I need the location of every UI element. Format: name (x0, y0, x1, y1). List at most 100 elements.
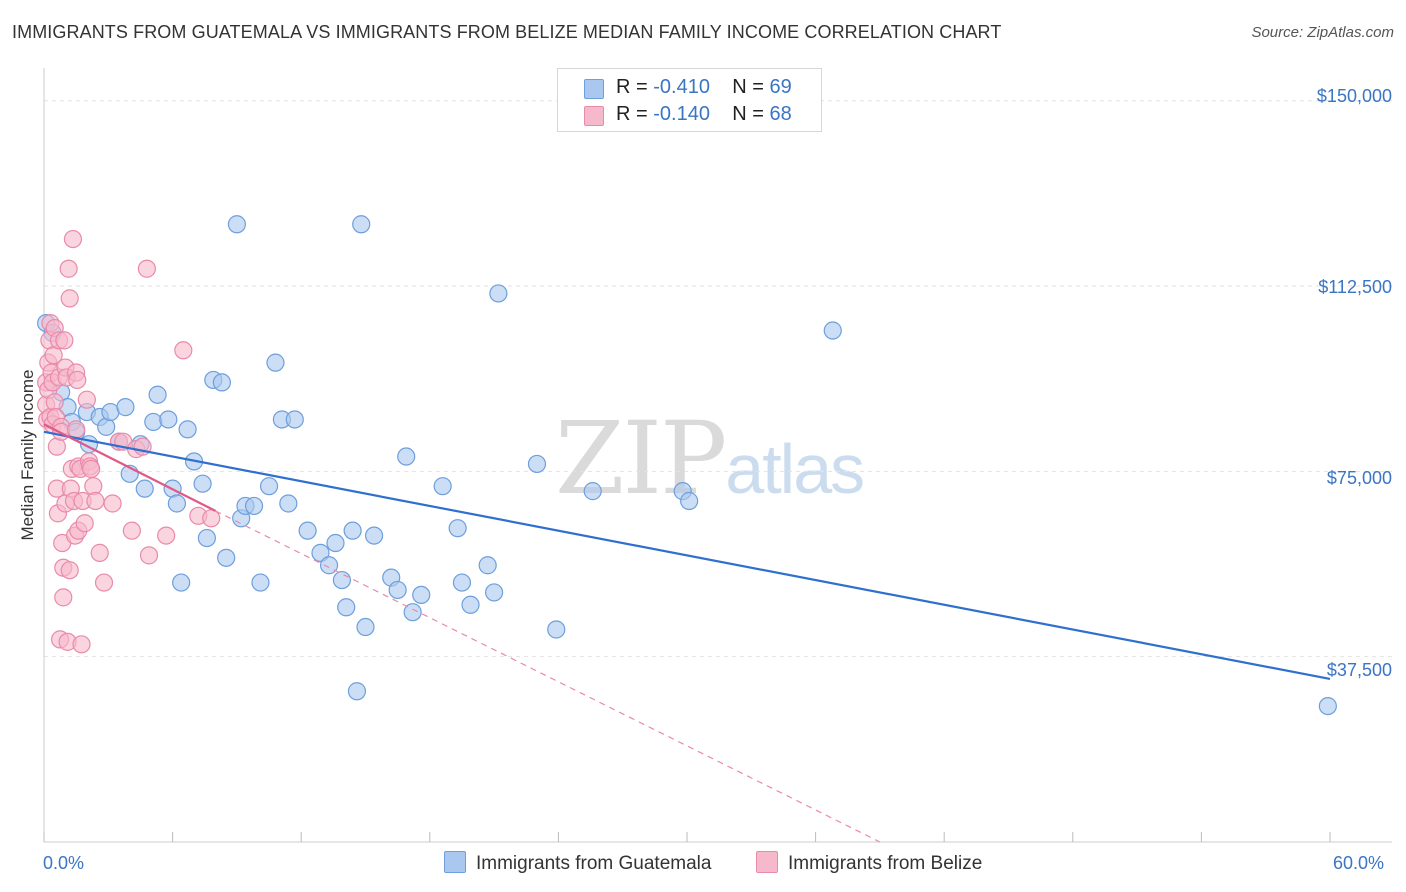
source-credit: Source: ZipAtlas.com (1251, 24, 1394, 41)
guatemala-point (337, 598, 356, 617)
belize-point (54, 588, 73, 607)
bottom-legend-swatch-guatemala (444, 851, 466, 873)
legend-n-value-guatemala: 69 (769, 76, 792, 98)
guatemala-point (452, 573, 472, 592)
guatemala-point (279, 494, 298, 513)
guatemala-point (266, 353, 285, 372)
belize-point (68, 370, 87, 390)
belize-point (174, 341, 193, 360)
y-tick-label-75000: $75,000 (1326, 468, 1392, 488)
legend-n-label: N = (732, 76, 764, 98)
guatemala-point (347, 682, 367, 701)
legend-n-value-belize: 68 (769, 103, 792, 125)
correlation-legend: R = -0.410 N = 69 R = -0.140 N = 68 (557, 68, 822, 132)
x-tick-label-max: 60.0% (1333, 853, 1385, 873)
guatemala-point (116, 398, 135, 417)
guatemala-point (403, 603, 422, 622)
y-tick-label-150000: $150,000 (1316, 86, 1392, 106)
belize-point (63, 229, 83, 249)
guatemala-point (332, 570, 352, 590)
guatemala-point (448, 519, 467, 538)
guatemala-point (527, 454, 547, 474)
guatemala-point (244, 496, 264, 516)
belize-point (75, 514, 94, 533)
bottom-legend-label-belize: Immigrants from Belize (788, 853, 983, 874)
belize-trend-line (43, 423, 216, 512)
belize-point (122, 521, 141, 540)
guatemala-trend-line (43, 430, 1331, 680)
guatemala-point (298, 521, 317, 540)
series-guatemala-points (37, 215, 1337, 716)
belize-point (94, 573, 114, 592)
bottom-legend-swatch-belize (756, 851, 778, 873)
guatemala-point (478, 556, 497, 575)
y-tick-label-112500: $112,500 (1318, 277, 1392, 297)
guatemala-point (259, 477, 279, 496)
guatemala-point (352, 215, 371, 234)
legend-swatch-guatemala (584, 79, 604, 99)
guatemala-point (319, 556, 339, 575)
guatemala-point (356, 617, 375, 637)
belize-point (72, 635, 91, 654)
guatemala-point (364, 526, 384, 545)
guatemala-point (227, 215, 246, 234)
belize-point (77, 390, 96, 409)
guatemala-point (212, 373, 231, 392)
belize-point (82, 459, 101, 478)
belize-point (157, 526, 176, 545)
belize-point (137, 259, 156, 278)
guatemala-point (178, 420, 197, 439)
belize-point (52, 422, 71, 441)
guatemala-point (135, 479, 154, 498)
belize-point (67, 420, 86, 439)
guatemala-point (388, 580, 407, 600)
bottom-legend-guatemala: Immigrants from Guatemala (444, 851, 711, 875)
belize-point (60, 561, 79, 580)
guatemala-point (148, 385, 167, 404)
belize-point (55, 331, 74, 350)
guatemala-point (217, 548, 236, 567)
x-tick-label-min: 0.0% (43, 853, 85, 873)
guatemala-point (433, 477, 452, 496)
series-belize-points (37, 229, 221, 654)
guatemala-point (412, 585, 431, 605)
guatemala-point (343, 521, 362, 540)
watermark-zip: ZIP (555, 400, 727, 517)
guatemala-point (193, 474, 212, 493)
axes (43, 68, 1392, 843)
legend-r-label: R = (616, 76, 648, 98)
guatemala-point (680, 491, 699, 511)
y-axis-label: Median Family Income (18, 369, 37, 541)
guatemala-point (547, 620, 566, 639)
legend-swatch-belize (584, 106, 604, 126)
guatemala-point (167, 494, 186, 513)
bottom-legend-label-guatemala: Immigrants from Guatemala (476, 853, 712, 874)
belize-trend-extension (215, 510, 881, 843)
guatemala-point (823, 321, 842, 340)
belize-point (139, 546, 159, 565)
grid-lines (44, 100, 1392, 658)
guatemala-point (197, 528, 216, 548)
belize-point (59, 259, 78, 278)
guatemala-point (489, 284, 508, 303)
y-tick-label-37500: $37,500 (1326, 660, 1392, 680)
guatemala-point (461, 595, 480, 614)
bottom-legend-belize: Immigrants from Belize (756, 851, 982, 875)
legend-n-label: N = (732, 103, 764, 125)
legend-r-value-guatemala: -0.410 (653, 76, 710, 98)
belize-point (60, 289, 79, 308)
watermark-atlas: atlas (725, 430, 865, 508)
guatemala-point (101, 402, 120, 422)
guatemala-point (251, 573, 270, 592)
guatemala-point (311, 543, 330, 562)
chart-title: IMMIGRANTS FROM GUATEMALA VS IMMIGRANTS … (12, 22, 1002, 42)
belize-point (84, 477, 103, 496)
guatemala-point (144, 412, 163, 432)
trend-lines (43, 423, 1331, 843)
legend-r-label: R = (616, 103, 648, 125)
watermark-logo: ZIPatlas (555, 400, 865, 517)
legend-r-value-belize: -0.140 (653, 103, 710, 125)
belize-point (103, 494, 122, 513)
belize-point (90, 543, 109, 562)
